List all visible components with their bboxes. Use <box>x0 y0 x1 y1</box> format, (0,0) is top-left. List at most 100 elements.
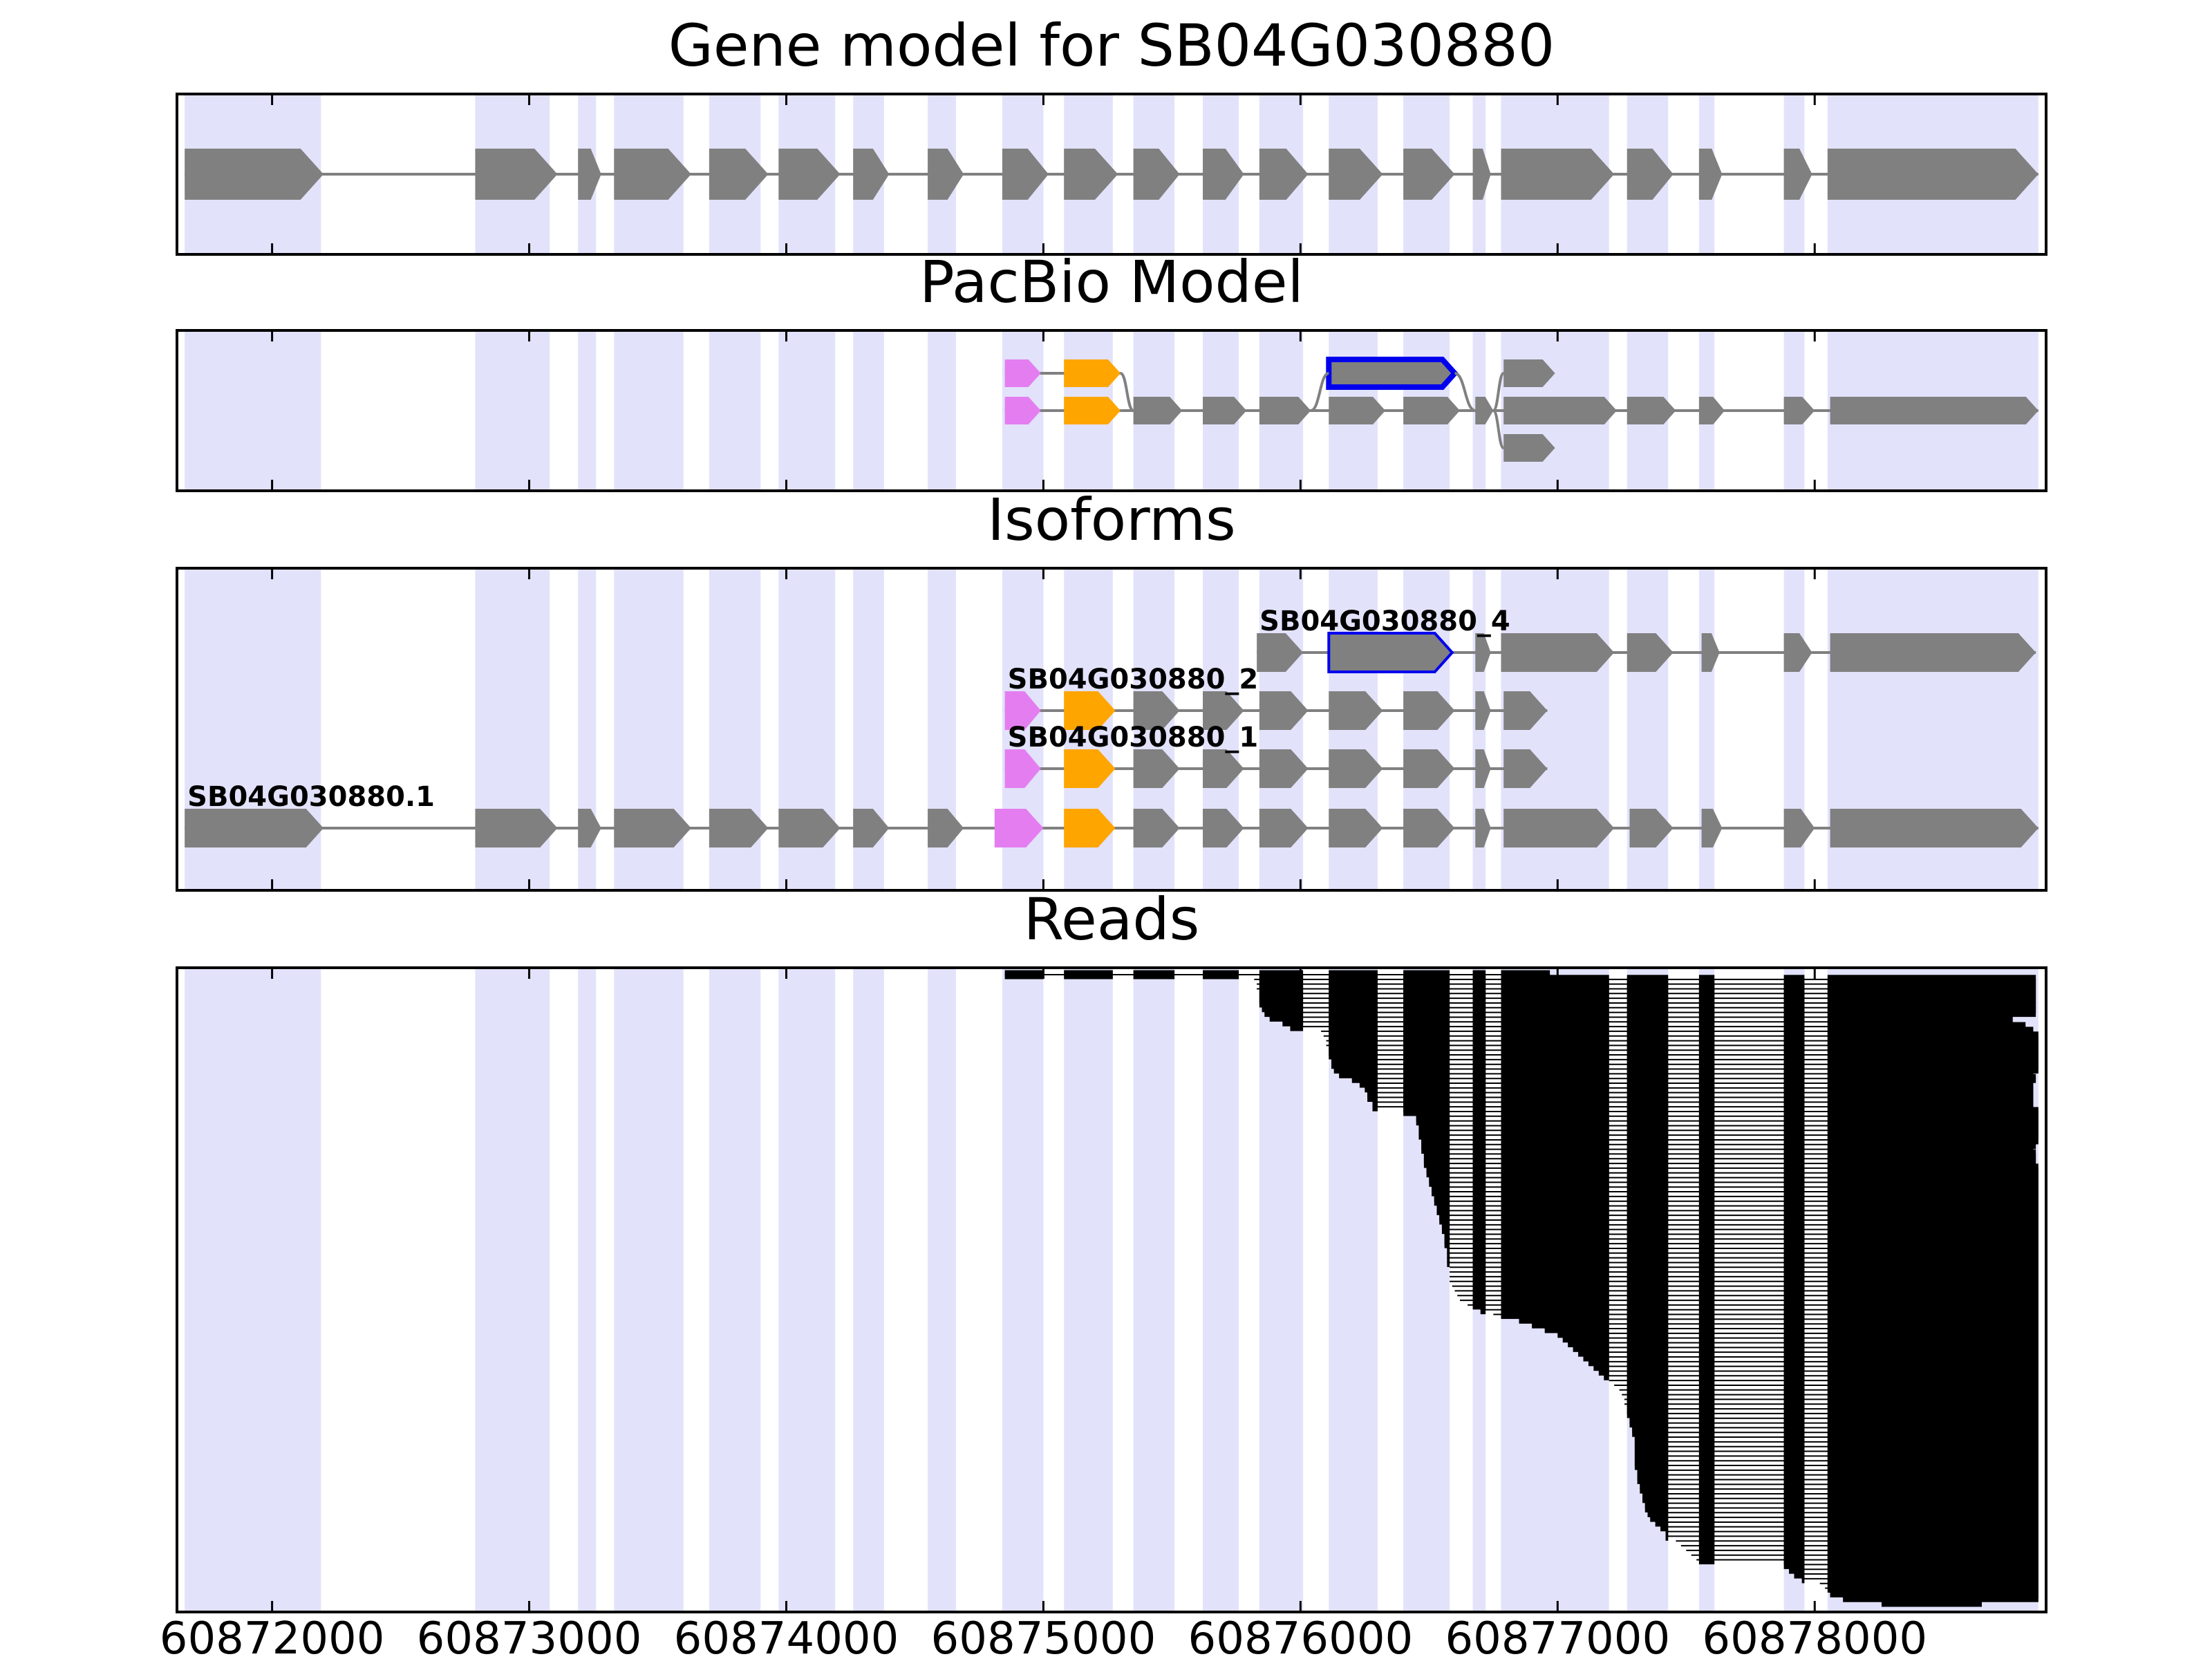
exon-gene <box>1133 749 1180 788</box>
read-block <box>1444 1234 1450 1244</box>
read-block <box>1444 1239 1450 1248</box>
exon-orange <box>1064 749 1116 788</box>
exon-region <box>614 330 684 491</box>
exon-region <box>1064 968 1113 1612</box>
read-block <box>1447 1248 1450 1258</box>
exon-gene <box>1329 809 1383 847</box>
exon-gene <box>1629 809 1674 847</box>
exon-region <box>928 968 956 1612</box>
exon-gene <box>709 149 769 200</box>
x-tick-label: 60878000 <box>1702 1613 1927 1659</box>
exon-gene <box>1503 434 1555 462</box>
x-tick-label: 60872000 <box>160 1613 385 1659</box>
exon-gene <box>1329 397 1386 424</box>
read-block <box>1441 1225 1450 1235</box>
panel-frame <box>176 966 2047 1613</box>
exon-orange <box>1064 809 1116 847</box>
panel-title: Isoforms <box>987 486 1236 554</box>
exon-gene <box>1503 749 1548 788</box>
panel-frame <box>176 93 2047 256</box>
exon-region <box>475 968 550 1612</box>
frame-ticks <box>271 568 1816 890</box>
exon-gene <box>1329 691 1383 730</box>
read-block <box>1372 1097 1378 1107</box>
exon-gene <box>475 809 558 847</box>
exon-gene <box>1403 809 1455 847</box>
exon-gene <box>1830 397 2038 424</box>
panel-2: PacBio Model <box>176 248 2047 492</box>
exon-gene <box>1403 149 1455 200</box>
exon-region <box>853 968 884 1612</box>
connector-line <box>1492 409 1506 449</box>
exon-gene <box>1064 149 1118 200</box>
isoform-label: SB04G030880_2 <box>1008 664 1259 695</box>
exon-region <box>1002 968 1044 1612</box>
exon-gene <box>1259 809 1309 847</box>
x-tick-label: 60875000 <box>931 1613 1156 1659</box>
exon-gene <box>1203 149 1244 200</box>
read-block <box>1447 1244 1450 1253</box>
connector-line <box>1454 372 1476 412</box>
exon-pink <box>1004 359 1041 387</box>
exon-gene <box>1329 149 1383 200</box>
read-block <box>1665 1527 1669 1537</box>
read-block <box>1444 1229 1450 1239</box>
exon-region <box>1259 968 1304 1612</box>
exon-gene <box>1827 149 2038 200</box>
exon-gene <box>1475 633 1491 672</box>
exon-gene <box>1259 149 1309 200</box>
isoform-label: SB04G030880_4 <box>1259 606 1510 637</box>
exon-gene <box>1257 633 1304 672</box>
exon-gene <box>578 809 601 847</box>
exon-gene <box>578 149 601 200</box>
exon-gene <box>614 149 691 200</box>
exon-gene <box>928 149 964 200</box>
exon-gene <box>1701 809 1723 847</box>
exon-gene <box>928 809 964 847</box>
exon-gene <box>1475 809 1491 847</box>
exon-gene <box>1475 397 1494 424</box>
read-block <box>1801 1574 1805 1584</box>
exon-gene <box>1501 149 1615 200</box>
exon-regions <box>185 330 2038 491</box>
x-tick-label: 60877000 <box>1445 1613 1670 1659</box>
exon-region <box>578 968 597 1612</box>
exon-gene <box>1259 691 1309 730</box>
exon-gene <box>1475 691 1491 730</box>
panel-frame <box>176 567 2047 892</box>
exon-gene <box>1259 749 1309 788</box>
exon-region <box>709 330 761 491</box>
panel-frame <box>176 329 2047 492</box>
features <box>185 149 2038 200</box>
read-block <box>1881 1597 1983 1607</box>
x-tick-label: 60874000 <box>674 1613 899 1659</box>
exon-gene <box>1403 749 1455 788</box>
exon-gene <box>185 149 324 200</box>
exon-region <box>614 968 684 1612</box>
connector-line <box>1492 372 1506 412</box>
panel-3: IsoformsSB04G030880_4SB04G030880_2SB04G0… <box>176 486 2047 892</box>
exon-gene <box>1472 149 1491 200</box>
exon-region <box>778 968 836 1612</box>
exon-gene <box>1701 633 1720 672</box>
exon-gene <box>1698 149 1723 200</box>
read-block <box>1660 1522 1669 1532</box>
exon-region <box>475 330 550 491</box>
exon-gene <box>778 149 841 200</box>
exon-gene <box>1403 397 1460 424</box>
x-tick-label: 60876000 <box>1188 1613 1414 1659</box>
exon-gene <box>1783 149 1812 200</box>
x-tick-label: 60873000 <box>417 1613 642 1659</box>
exon-orange <box>1064 359 1121 387</box>
exon-gene <box>1783 397 1815 424</box>
read-block <box>1290 1022 1304 1031</box>
panel-title: Gene model for SB04G030880 <box>668 12 1555 79</box>
exon-region <box>185 330 321 491</box>
exon-blue-outline <box>1327 632 1454 673</box>
exon-gene <box>1503 359 1555 387</box>
exon-gene <box>1203 749 1244 788</box>
exon-gene <box>1783 633 1812 672</box>
exon-gene <box>1627 397 1676 424</box>
panel-title: Reads <box>1024 885 1200 953</box>
